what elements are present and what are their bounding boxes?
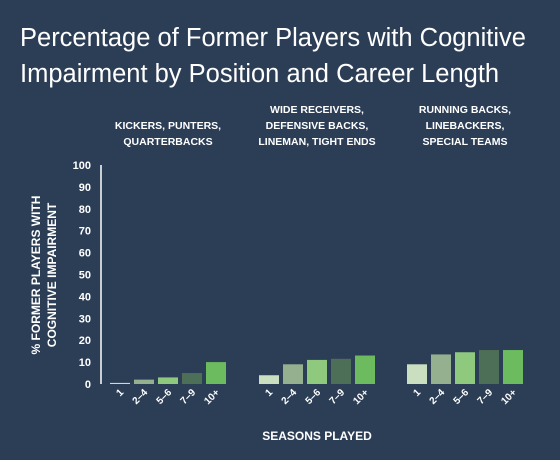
- x-category-label: 5–6: [304, 387, 324, 407]
- x-axis-title: SEASONS PLAYED: [262, 429, 372, 443]
- category-labels: 1 2–4 5–6 7–9 10+ 1 2–4 5–6 7–9 10+ 1 2–4 5–6 7–9 10+: [114, 387, 519, 407]
- group-label: RUNNING BACKS,: [419, 104, 511, 116]
- group-label: LINEBACKERS,: [426, 120, 505, 132]
- x-category-label: 1: [263, 387, 275, 399]
- bar: [110, 382, 130, 384]
- y-tick-label: 10: [79, 357, 91, 369]
- x-category-label: 10+: [351, 387, 371, 407]
- x-category-label: 2–4: [280, 387, 300, 407]
- y-tick-label: 30: [79, 313, 91, 325]
- y-tick-label: 40: [79, 291, 91, 303]
- group-label: QUARTERBACKS: [123, 136, 212, 148]
- bar: [307, 359, 327, 384]
- bar: [503, 350, 523, 384]
- bar: [134, 379, 154, 384]
- group-label: KICKERS, PUNTERS,: [115, 120, 221, 132]
- bar: [283, 364, 303, 384]
- y-tick-label: 50: [79, 270, 91, 282]
- bar: [259, 375, 279, 384]
- bar: [355, 355, 375, 384]
- y-tick-label: 80: [79, 204, 91, 216]
- x-category-label: 10+: [499, 387, 519, 407]
- x-category-label: 10+: [202, 387, 222, 407]
- bar: [479, 350, 499, 384]
- x-category-label: 7–9: [476, 387, 496, 407]
- x-category-label: 7–9: [328, 387, 348, 407]
- chart-title-line-2: Impairment by Position and Career Length: [20, 60, 499, 88]
- bar: [182, 373, 202, 384]
- bar: [331, 358, 351, 384]
- group-label: LINEMAN, TIGHT ENDS: [258, 136, 375, 148]
- x-category-label: 5–6: [452, 387, 472, 407]
- group-labels: KICKERS, PUNTERS, QUARTERBACKS WIDE RECEIV…: [115, 104, 511, 148]
- y-tick-label: 0: [85, 379, 91, 391]
- y-tick-label: 20: [79, 335, 91, 347]
- y-tick-label: 60: [79, 248, 91, 260]
- bar: [431, 354, 451, 384]
- x-category-label: 1: [114, 387, 126, 399]
- group-label: SPECIAL TEAMS: [423, 136, 508, 148]
- group-label: DEFENSIVE BACKS,: [266, 120, 369, 132]
- x-category-label: 1: [411, 387, 423, 399]
- y-tick-label: 70: [79, 226, 91, 238]
- x-category-label: 7–9: [179, 387, 199, 407]
- bar: [206, 362, 226, 384]
- bar: [455, 352, 475, 384]
- y-tick-label: 100: [73, 160, 91, 172]
- bar: [158, 377, 178, 384]
- y-axis-title-line-1: % FORMER PLAYERS WITH: [29, 196, 43, 355]
- x-category-label: 5–6: [155, 387, 175, 407]
- bars: [110, 350, 523, 384]
- group-label: WIDE RECEIVERS,: [270, 104, 364, 116]
- y-axis-title-line-2: COGNITIVE IMPAIRMENT: [45, 202, 59, 347]
- x-category-label: 2–4: [131, 387, 151, 407]
- bar: [407, 364, 427, 384]
- x-category-label: 2–4: [428, 387, 448, 407]
- y-axis: 0 10 20 30 40 50 60 70 80 90 100: [73, 160, 91, 391]
- y-tick-label: 90: [79, 182, 91, 194]
- chart-title-line-1: Percentage of Former Players with Cognit…: [20, 24, 526, 52]
